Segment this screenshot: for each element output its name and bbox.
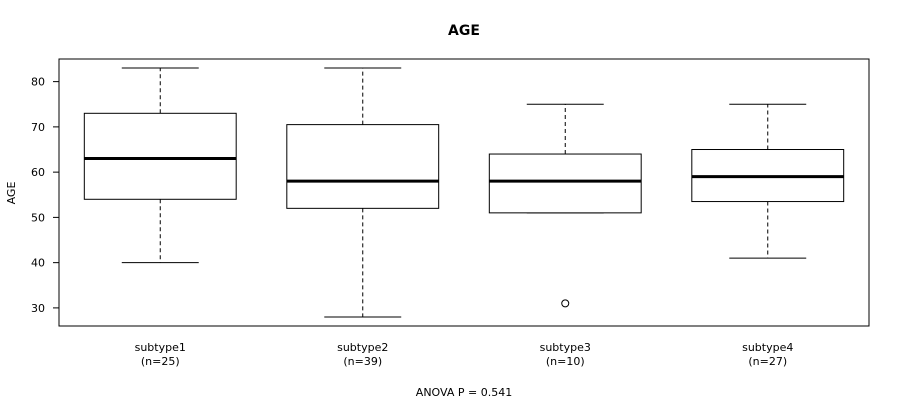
iqr-box [286, 124, 440, 209]
iqr-box [488, 153, 642, 214]
iqr-box [83, 112, 237, 200]
y-tick-label: 30 [31, 302, 45, 315]
category-count-label: (n=27) [748, 355, 787, 368]
y-axis-label: AGE [5, 182, 18, 205]
category-count-label: (n=10) [546, 355, 585, 368]
box-subtype4 [691, 103, 845, 259]
y-axis: 30 40 50 60 70 80 [31, 76, 60, 315]
category-count-label: (n=25) [141, 355, 180, 368]
chart-title: AGE [448, 23, 480, 39]
anova-p-label: ANOVA P = 0.541 [416, 386, 512, 399]
box-subtype2 [286, 67, 440, 318]
box-subtype1 [83, 67, 237, 264]
box-subtype3 [488, 103, 642, 308]
category-count-label: (n=39) [343, 355, 382, 368]
category-label: subtype2 [337, 341, 388, 354]
y-tick-label: 60 [31, 166, 45, 179]
outlier-point [561, 299, 570, 308]
category-label: subtype1 [135, 341, 186, 354]
y-tick-label: 40 [31, 257, 45, 270]
category-label: subtype3 [540, 341, 591, 354]
box-group [83, 67, 845, 318]
category-label: subtype4 [742, 341, 793, 354]
y-tick-label: 50 [31, 211, 45, 224]
y-tick-label: 70 [31, 121, 45, 134]
x-axis-labels: subtype1(n=25) subtype2(n=39) subtype3(n=1… [135, 341, 794, 368]
y-tick-label: 80 [31, 76, 45, 89]
